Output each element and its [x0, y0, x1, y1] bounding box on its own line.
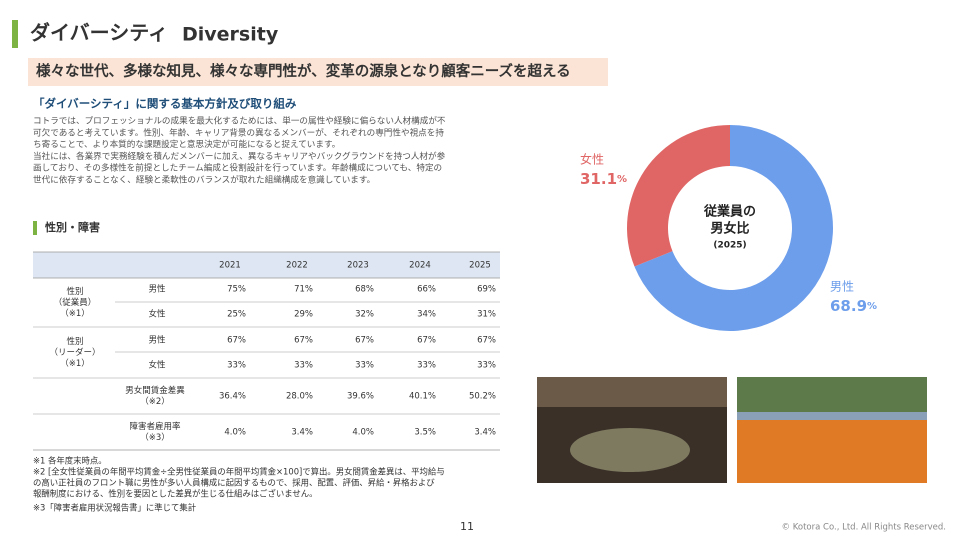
- segment-value-number: 68.9: [830, 297, 867, 315]
- segment-name: 男性: [830, 280, 854, 294]
- segment-value-unit: %: [867, 301, 877, 312]
- donut-center: 従業員の: [703, 204, 756, 220]
- cell: 67%: [417, 336, 436, 346]
- photo-detail: [737, 377, 927, 412]
- section-title: 「ダイバーシティ」に関する基本方針及び取り組み: [33, 97, 297, 111]
- title-en: Diversity: [182, 24, 279, 46]
- segment-value-number: 31.1: [580, 170, 617, 188]
- cell: 40.1%: [409, 392, 436, 402]
- cell: 67%: [355, 336, 374, 346]
- year-header: 2025: [469, 261, 491, 271]
- year-header: 2023: [347, 261, 369, 271]
- row-label: 障害者雇用率: [129, 421, 181, 432]
- copyright: © Kotora Co., Ltd. All Rights Reserved.: [782, 523, 946, 533]
- cell: 36.4%: [219, 392, 246, 402]
- cell: 33%: [417, 361, 436, 371]
- paragraph-line: 画しており、その多様性を前提としたチーム編成と役割設計を行っています。年齢構成に…: [33, 162, 442, 174]
- year-header: 2021: [219, 261, 241, 271]
- photo-detail: [570, 428, 690, 472]
- cell: 29%: [294, 310, 313, 320]
- banner: 様々な世代、多様な知見、様々な専門性が、変革の源泉となり顧客ニーズを超える: [36, 62, 571, 80]
- cell: 33%: [294, 361, 313, 371]
- row-label: 男性: [148, 284, 166, 295]
- photo-detail: [537, 377, 727, 407]
- cell: 28.0%: [286, 392, 313, 402]
- banner-bg: [28, 58, 608, 86]
- table-title-bar: [33, 221, 37, 235]
- donut-segment: [627, 125, 730, 267]
- year-header: 2024: [409, 261, 431, 271]
- note: ※2 [全女性従業員の年間平均賃金÷全男性従業員の年間平均賃金×100]で算出。…: [33, 467, 445, 477]
- cell: 75%: [227, 285, 246, 295]
- cell: 68%: [355, 285, 374, 295]
- title-bar: [12, 20, 18, 48]
- row-label: 女性: [148, 309, 166, 320]
- row-label: 女性: [148, 360, 166, 371]
- row-label: （※2）: [140, 396, 170, 407]
- photo-detail: [737, 420, 927, 483]
- paragraph-line: コトラでは、プロフェッショナルの成果を最大化するためには、単一の属性や経験に偏ら…: [33, 115, 446, 127]
- group-label: （※1）: [60, 308, 90, 319]
- table-header-bg: [33, 252, 500, 278]
- cell: 33%: [227, 361, 246, 371]
- donut-center: 男女比: [710, 221, 749, 237]
- cell: 50.2%: [469, 392, 496, 402]
- table-title: 性別・障害: [45, 220, 100, 234]
- paragraph-line: 可欠であると考えています。性別、年齢、キャリア背景の異なるメンバーが、それぞれの…: [33, 126, 444, 138]
- row-label: 男性: [148, 335, 166, 346]
- note: 報酬制度における、性別を要因とした差異が生じる仕組みはございません。: [33, 489, 318, 499]
- cell: 34%: [417, 310, 436, 320]
- cell: 69%: [477, 285, 496, 295]
- group-label: （※1）: [60, 358, 90, 369]
- segment-value-unit: %: [617, 174, 627, 185]
- segment-value: 31.1%: [580, 170, 627, 188]
- cell: 71%: [294, 285, 313, 295]
- cell: 67%: [227, 336, 246, 346]
- group-label: （リーダー）: [49, 347, 100, 358]
- group-label: （従業員）: [54, 297, 97, 308]
- note: の高い正社員のフロント職に男性が多い人員構成に起因するもので、採用、配置、評価、…: [33, 478, 435, 488]
- cell: 33%: [355, 361, 374, 371]
- cell: 39.6%: [347, 392, 374, 402]
- paragraph-line: 世代に依存することなく、経験と柔軟性のバランスが取れた組織構成を意識しています。: [33, 174, 375, 186]
- row-label: （※3）: [140, 432, 170, 443]
- title: ダイバーシティ: [30, 21, 168, 45]
- page-number: 11: [460, 520, 474, 533]
- cell: 3.4%: [291, 428, 313, 438]
- cell: 25%: [227, 310, 246, 320]
- cell: 4.0%: [224, 428, 246, 438]
- donut-center: (2025): [713, 241, 746, 251]
- cell: 33%: [477, 361, 496, 371]
- row-label: 男女間賃金差異: [125, 385, 185, 396]
- cell: 66%: [417, 285, 436, 295]
- group-label: 性別: [66, 286, 83, 297]
- cell: 3.4%: [474, 428, 496, 438]
- cell: 31%: [477, 310, 496, 320]
- cell: 67%: [294, 336, 313, 346]
- paragraph-line: ち寄ることで、より本質的な課題設定と意思決定が可能になると捉えています。: [33, 138, 340, 150]
- cell: 3.5%: [414, 428, 436, 438]
- cell: 67%: [477, 336, 496, 346]
- paragraph-line: 当社には、各業界で実務経験を積んだメンバーに加え、異なるキャリアやバックグラウン…: [33, 150, 446, 162]
- group-label: 性別: [66, 336, 83, 347]
- cell: 4.0%: [352, 428, 374, 438]
- year-header: 2022: [286, 261, 308, 271]
- donut-segment: [634, 125, 834, 331]
- segment-name: 女性: [580, 152, 604, 167]
- note: ※3「障害者雇用状況報告書」に準じて集計: [33, 503, 196, 513]
- cell: 32%: [355, 310, 374, 320]
- note: ※1 各年度末時点。: [33, 456, 107, 466]
- segment-value: 68.9%: [830, 297, 877, 315]
